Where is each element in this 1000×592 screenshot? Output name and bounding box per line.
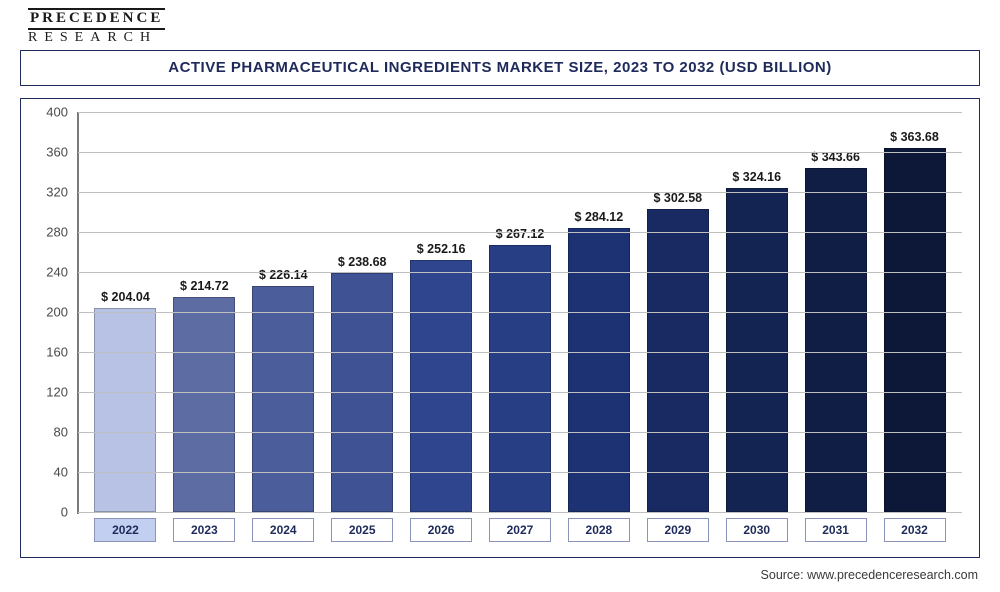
bar bbox=[410, 260, 472, 512]
bar-slot: $ 267.12 bbox=[487, 227, 553, 512]
y-tick-label: 320 bbox=[46, 185, 68, 200]
bar-value-label: $ 214.72 bbox=[180, 279, 229, 293]
x-label-slot: 2032 bbox=[882, 518, 948, 542]
x-tick-label: 2025 bbox=[331, 518, 393, 542]
x-axis-labels: 2022 2023 2024 2025 2026 2027 2028 2029 2030 2031… bbox=[78, 518, 962, 542]
gridline bbox=[78, 352, 962, 353]
bar-slot: $ 343.66 bbox=[803, 150, 869, 512]
x-label-slot: 2026 bbox=[408, 518, 474, 542]
bar-value-label: $ 226.14 bbox=[259, 268, 308, 282]
source-attribution: Source: www.precedenceresearch.com bbox=[761, 568, 978, 582]
gridline bbox=[78, 152, 962, 153]
y-tick-label: 400 bbox=[46, 105, 68, 120]
gridline bbox=[78, 272, 962, 273]
x-tick-label: 2026 bbox=[410, 518, 472, 542]
bar-slot: $ 204.04 bbox=[92, 290, 158, 512]
bar bbox=[647, 209, 709, 512]
x-tick-label: 2028 bbox=[568, 518, 630, 542]
x-label-slot: 2023 bbox=[171, 518, 237, 542]
y-tick-label: 280 bbox=[46, 225, 68, 240]
gridline bbox=[78, 512, 962, 513]
bar-value-label: $ 363.68 bbox=[890, 130, 939, 144]
x-label-slot: 2024 bbox=[250, 518, 316, 542]
y-tick-label: 0 bbox=[61, 505, 68, 520]
y-tick-label: 40 bbox=[54, 465, 68, 480]
bar-slot: $ 238.68 bbox=[329, 255, 395, 512]
x-label-slot: 2027 bbox=[487, 518, 553, 542]
brand-logo: PRECEDENCE RESEARCH bbox=[28, 8, 165, 45]
x-tick-label: 2027 bbox=[489, 518, 551, 542]
bar bbox=[568, 228, 630, 512]
gridline bbox=[78, 312, 962, 313]
gridline bbox=[78, 232, 962, 233]
bar-value-label: $ 302.58 bbox=[653, 191, 702, 205]
x-tick-label: 2029 bbox=[647, 518, 709, 542]
x-label-slot: 2030 bbox=[724, 518, 790, 542]
gridline bbox=[78, 112, 962, 113]
y-tick-label: 80 bbox=[54, 425, 68, 440]
x-label-slot: 2028 bbox=[566, 518, 632, 542]
x-tick-label: 2024 bbox=[252, 518, 314, 542]
x-label-slot: 2031 bbox=[803, 518, 869, 542]
bar bbox=[252, 286, 314, 512]
x-tick-label: 2031 bbox=[805, 518, 867, 542]
bar-slot: $ 284.12 bbox=[566, 210, 632, 512]
gridline bbox=[78, 392, 962, 393]
y-tick-label: 360 bbox=[46, 145, 68, 160]
bar-slot: $ 324.16 bbox=[724, 170, 790, 512]
chart-title: ACTIVE PHARMACEUTICAL INGREDIENTS MARKET… bbox=[21, 59, 979, 76]
bar-slot: $ 226.14 bbox=[250, 268, 316, 512]
bar-value-label: $ 252.16 bbox=[417, 242, 466, 256]
x-tick-label: 2032 bbox=[884, 518, 946, 542]
gridline bbox=[78, 472, 962, 473]
x-label-slot: 2022 bbox=[92, 518, 158, 542]
y-tick-label: 120 bbox=[46, 385, 68, 400]
plot-area: $ 204.04 $ 214.72 $ 226.14 $ 238.68 $ 252.16… bbox=[78, 112, 962, 512]
x-tick-label: 2022 bbox=[94, 518, 156, 542]
gridline bbox=[78, 192, 962, 193]
bar-value-label: $ 267.12 bbox=[496, 227, 545, 241]
y-tick-label: 200 bbox=[46, 305, 68, 320]
bar-value-label: $ 284.12 bbox=[575, 210, 624, 224]
logo-line-2: RESEARCH bbox=[28, 31, 165, 46]
bar bbox=[94, 308, 156, 512]
bar bbox=[805, 168, 867, 512]
bar-slot: $ 214.72 bbox=[171, 279, 237, 512]
bar-value-label: $ 204.04 bbox=[101, 290, 150, 304]
chart-title-box: ACTIVE PHARMACEUTICAL INGREDIENTS MARKET… bbox=[20, 50, 980, 86]
bar bbox=[726, 188, 788, 512]
bar bbox=[884, 148, 946, 512]
bar-value-label: $ 238.68 bbox=[338, 255, 387, 269]
x-tick-label: 2023 bbox=[173, 518, 235, 542]
x-tick-label: 2030 bbox=[726, 518, 788, 542]
bar-slot: $ 363.68 bbox=[882, 130, 948, 512]
x-label-slot: 2029 bbox=[645, 518, 711, 542]
bar-value-label: $ 324.16 bbox=[732, 170, 781, 184]
y-tick-label: 160 bbox=[46, 345, 68, 360]
logo-line-1: PRECEDENCE bbox=[28, 8, 165, 30]
x-label-slot: 2025 bbox=[329, 518, 395, 542]
bar bbox=[173, 297, 235, 512]
gridline bbox=[78, 432, 962, 433]
y-tick-label: 240 bbox=[46, 265, 68, 280]
